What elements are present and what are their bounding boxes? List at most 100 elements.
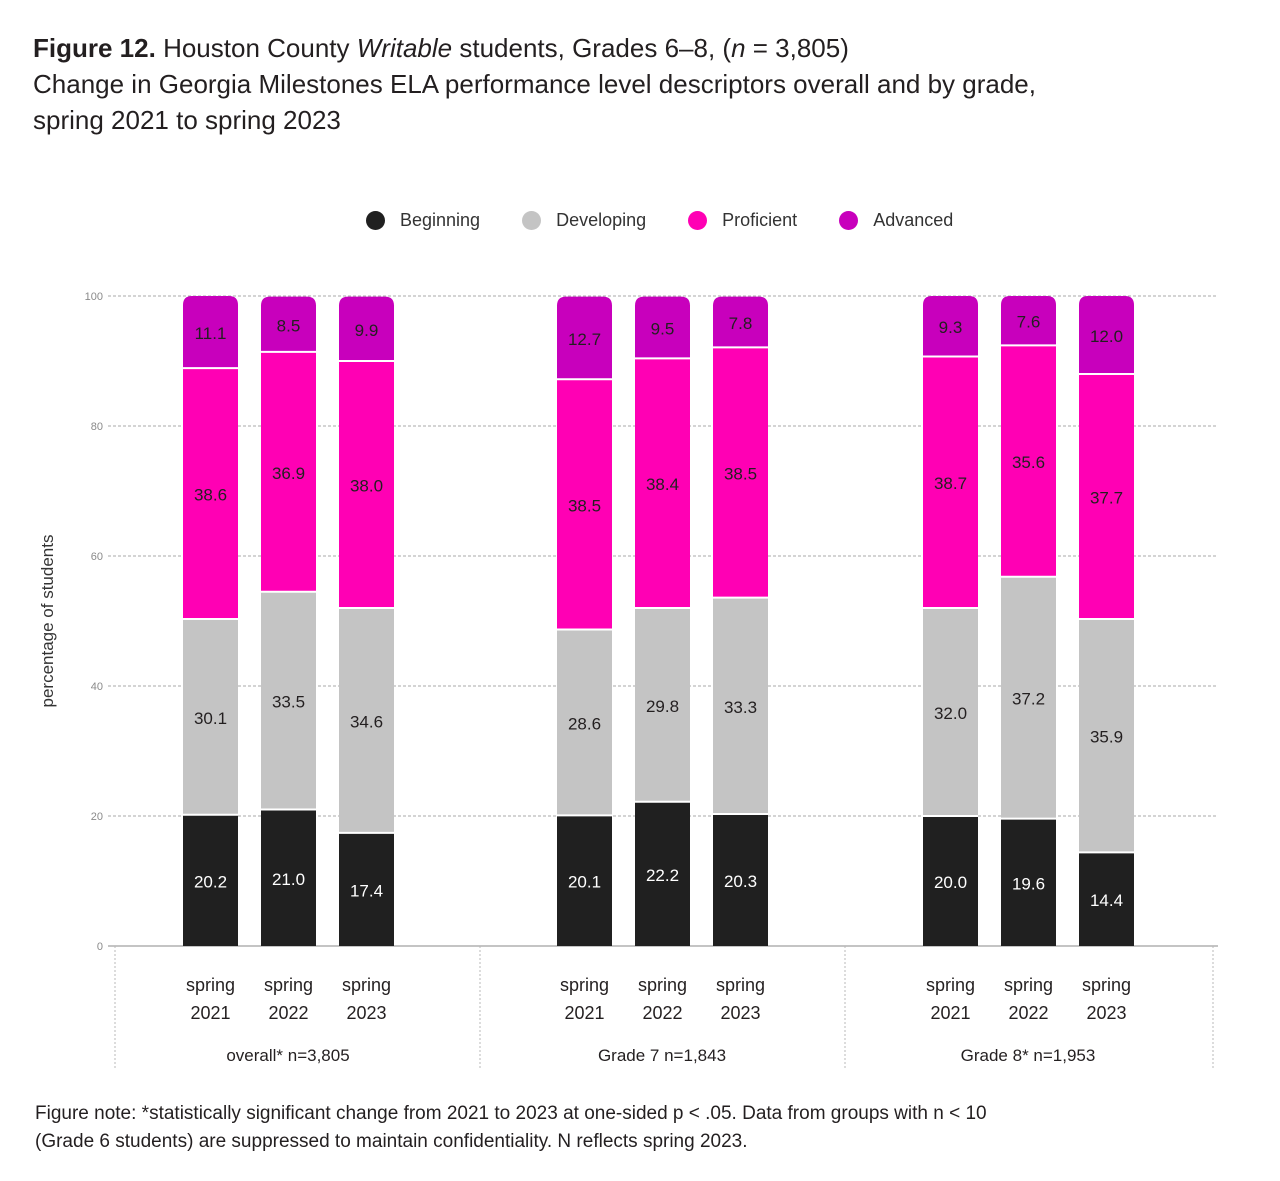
data-label: 38.5 bbox=[724, 464, 757, 483]
figure-title: Figure 12. Houston County Writable stude… bbox=[33, 30, 1253, 138]
x-tick-label-year: 2022 bbox=[268, 1003, 308, 1023]
bar-stack: 19.6 37.2 35.6 7.6 bbox=[1001, 296, 1056, 946]
data-label: 38.4 bbox=[646, 475, 679, 494]
bar-segment-proficient bbox=[339, 361, 394, 608]
data-label: 9.9 bbox=[355, 321, 379, 340]
bar-segment-advanced bbox=[261, 296, 316, 352]
legend-dot-icon bbox=[839, 210, 859, 230]
y-tick-label: 80 bbox=[91, 421, 103, 433]
y-axis-ticks: 0 20 40 60 80 100 bbox=[85, 291, 103, 953]
bar-segment-advanced bbox=[713, 296, 768, 348]
bar-segment-developing bbox=[635, 608, 690, 802]
x-tick-label-season: spring bbox=[186, 975, 235, 995]
title-line-3: spring 2021 to spring 2023 bbox=[33, 105, 341, 135]
bars: 20.2 30.1 38.6 11.1 21.0 33.5 36.9 8.5 17.4 34.6 3… bbox=[183, 296, 1134, 946]
bar-segment-proficient bbox=[923, 356, 978, 608]
bar-segment-beginning bbox=[923, 816, 978, 946]
legend-item-proficient: Proficient bbox=[688, 210, 797, 231]
data-label: 38.7 bbox=[934, 474, 967, 493]
x-tick-label-year: 2021 bbox=[190, 1003, 230, 1023]
data-label: 11.1 bbox=[195, 324, 227, 343]
bar-segment-advanced bbox=[923, 296, 978, 357]
bar-segment-proficient bbox=[635, 358, 690, 608]
legend-dot-icon bbox=[366, 210, 385, 230]
y-tick-label: 100 bbox=[85, 291, 103, 303]
data-label: 32.0 bbox=[934, 704, 967, 723]
data-label: 17.4 bbox=[350, 881, 383, 900]
bar-segment-beginning bbox=[713, 814, 768, 946]
chart-legend: Beginning Developing Proficient Advanced bbox=[366, 206, 995, 234]
bar-segment-advanced bbox=[635, 296, 690, 359]
bar-stack: 20.3 33.3 38.5 7.8 bbox=[713, 296, 768, 946]
x-tick-label-season: spring bbox=[1082, 975, 1131, 995]
bar-stack: 21.0 33.5 36.9 8.5 bbox=[261, 296, 316, 946]
bar-segment-beginning bbox=[339, 832, 394, 946]
data-label: 20.2 bbox=[194, 872, 227, 891]
bar-segment-developing bbox=[557, 629, 612, 816]
title-italic: Writable bbox=[356, 33, 453, 63]
data-label: 35.6 bbox=[1012, 453, 1045, 472]
x-tick-label-year: 2023 bbox=[720, 1003, 760, 1023]
legend-dot-icon bbox=[522, 210, 542, 230]
bar-segment-advanced bbox=[557, 296, 612, 380]
x-tick-label-season: spring bbox=[342, 975, 391, 995]
x-tick-label-year: 2022 bbox=[642, 1003, 682, 1023]
title-text-2: students, Grades 6–8, ( bbox=[459, 33, 732, 63]
bar-segment-developing bbox=[339, 608, 394, 833]
legend-label: Advanced bbox=[873, 209, 954, 230]
bar-segment-proficient bbox=[1001, 345, 1056, 577]
y-tick-label: 60 bbox=[91, 551, 103, 563]
bar-segment-proficient bbox=[713, 347, 768, 598]
bar-segment-advanced bbox=[339, 296, 394, 361]
data-label: 22.2 bbox=[646, 866, 679, 885]
legend-item-advanced: Advanced bbox=[839, 210, 953, 231]
bar-segment-developing bbox=[1079, 619, 1134, 853]
data-label: 8.5 bbox=[277, 316, 301, 335]
x-tick-label-year: 2023 bbox=[346, 1003, 386, 1023]
bar-stack: 20.0 32.0 38.7 9.3 bbox=[923, 296, 978, 946]
y-tick-label: 0 bbox=[97, 941, 103, 953]
x-tick-label-season: spring bbox=[1004, 975, 1053, 995]
legend-label: Beginning bbox=[400, 209, 481, 230]
legend-label: Proficient bbox=[722, 209, 798, 230]
data-label: 37.2 bbox=[1012, 690, 1045, 709]
figure-label: Figure 12. bbox=[33, 33, 156, 63]
x-tick-label-year: 2023 bbox=[1086, 1003, 1126, 1023]
y-tick-label: 40 bbox=[91, 681, 103, 693]
bar-segment-advanced bbox=[183, 296, 238, 369]
legend-item-beginning: Beginning bbox=[366, 210, 480, 231]
data-label: 36.9 bbox=[272, 464, 305, 483]
bar-stack: 20.2 30.1 38.6 11.1 bbox=[183, 296, 238, 946]
bar-segment-proficient bbox=[183, 368, 238, 620]
bar-segment-proficient bbox=[1079, 374, 1134, 620]
bar-segment-beginning bbox=[183, 814, 238, 946]
bar-segment-proficient bbox=[557, 379, 612, 630]
bar-segment-advanced bbox=[1079, 296, 1134, 374]
legend-label: Developing bbox=[556, 209, 647, 230]
data-label: 19.6 bbox=[1012, 874, 1045, 893]
bar-segment-developing bbox=[1001, 576, 1056, 819]
data-label: 20.0 bbox=[934, 873, 967, 892]
bar-segment-proficient bbox=[261, 351, 316, 592]
data-label: 9.3 bbox=[939, 318, 963, 337]
data-label: 30.1 bbox=[194, 709, 227, 728]
x-tick-label-year: 2021 bbox=[930, 1003, 970, 1023]
x-tick-label-year: 2021 bbox=[564, 1003, 604, 1023]
data-label: 20.1 bbox=[568, 873, 601, 892]
bar-segment-developing bbox=[923, 608, 978, 816]
bar-segment-beginning bbox=[1079, 852, 1134, 946]
legend-dot-icon bbox=[688, 210, 708, 230]
data-label: 38.0 bbox=[350, 477, 383, 496]
title-line-2: Change in Georgia Milestones ELA perform… bbox=[33, 69, 1036, 99]
title-text: Houston County bbox=[163, 33, 350, 63]
data-label: 7.6 bbox=[1017, 313, 1041, 332]
legend-item-developing: Developing bbox=[522, 210, 646, 231]
data-label: 28.6 bbox=[568, 714, 601, 733]
data-label: 9.5 bbox=[651, 320, 675, 339]
data-label: 33.5 bbox=[272, 693, 305, 712]
title-n-value: = 3,805) bbox=[745, 33, 849, 63]
x-tick-label-season: spring bbox=[638, 975, 687, 995]
bar-segment-beginning bbox=[1001, 818, 1056, 946]
x-tick-label-season: spring bbox=[560, 975, 609, 995]
